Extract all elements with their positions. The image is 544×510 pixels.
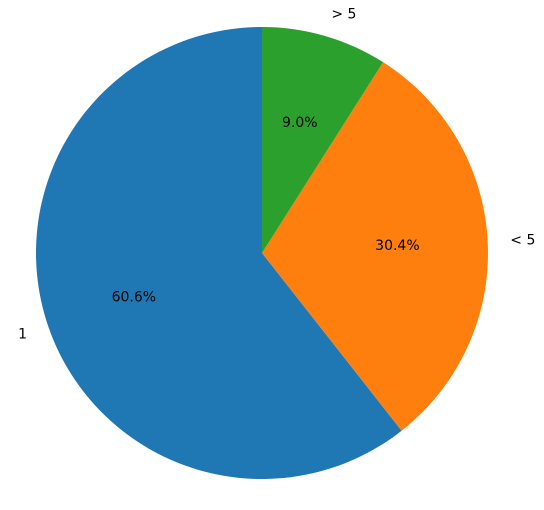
- percent-label: 9.0%: [282, 115, 318, 131]
- slice-label: > 5: [331, 6, 356, 22]
- percent-label: 60.6%: [112, 289, 156, 305]
- slice-label: < 5: [510, 233, 535, 249]
- pie-slice: [262, 27, 384, 253]
- percent-label: 30.4%: [375, 238, 419, 254]
- pie-slice: [36, 27, 402, 479]
- pie-slice: [262, 62, 488, 431]
- slice-label: 1: [18, 326, 27, 342]
